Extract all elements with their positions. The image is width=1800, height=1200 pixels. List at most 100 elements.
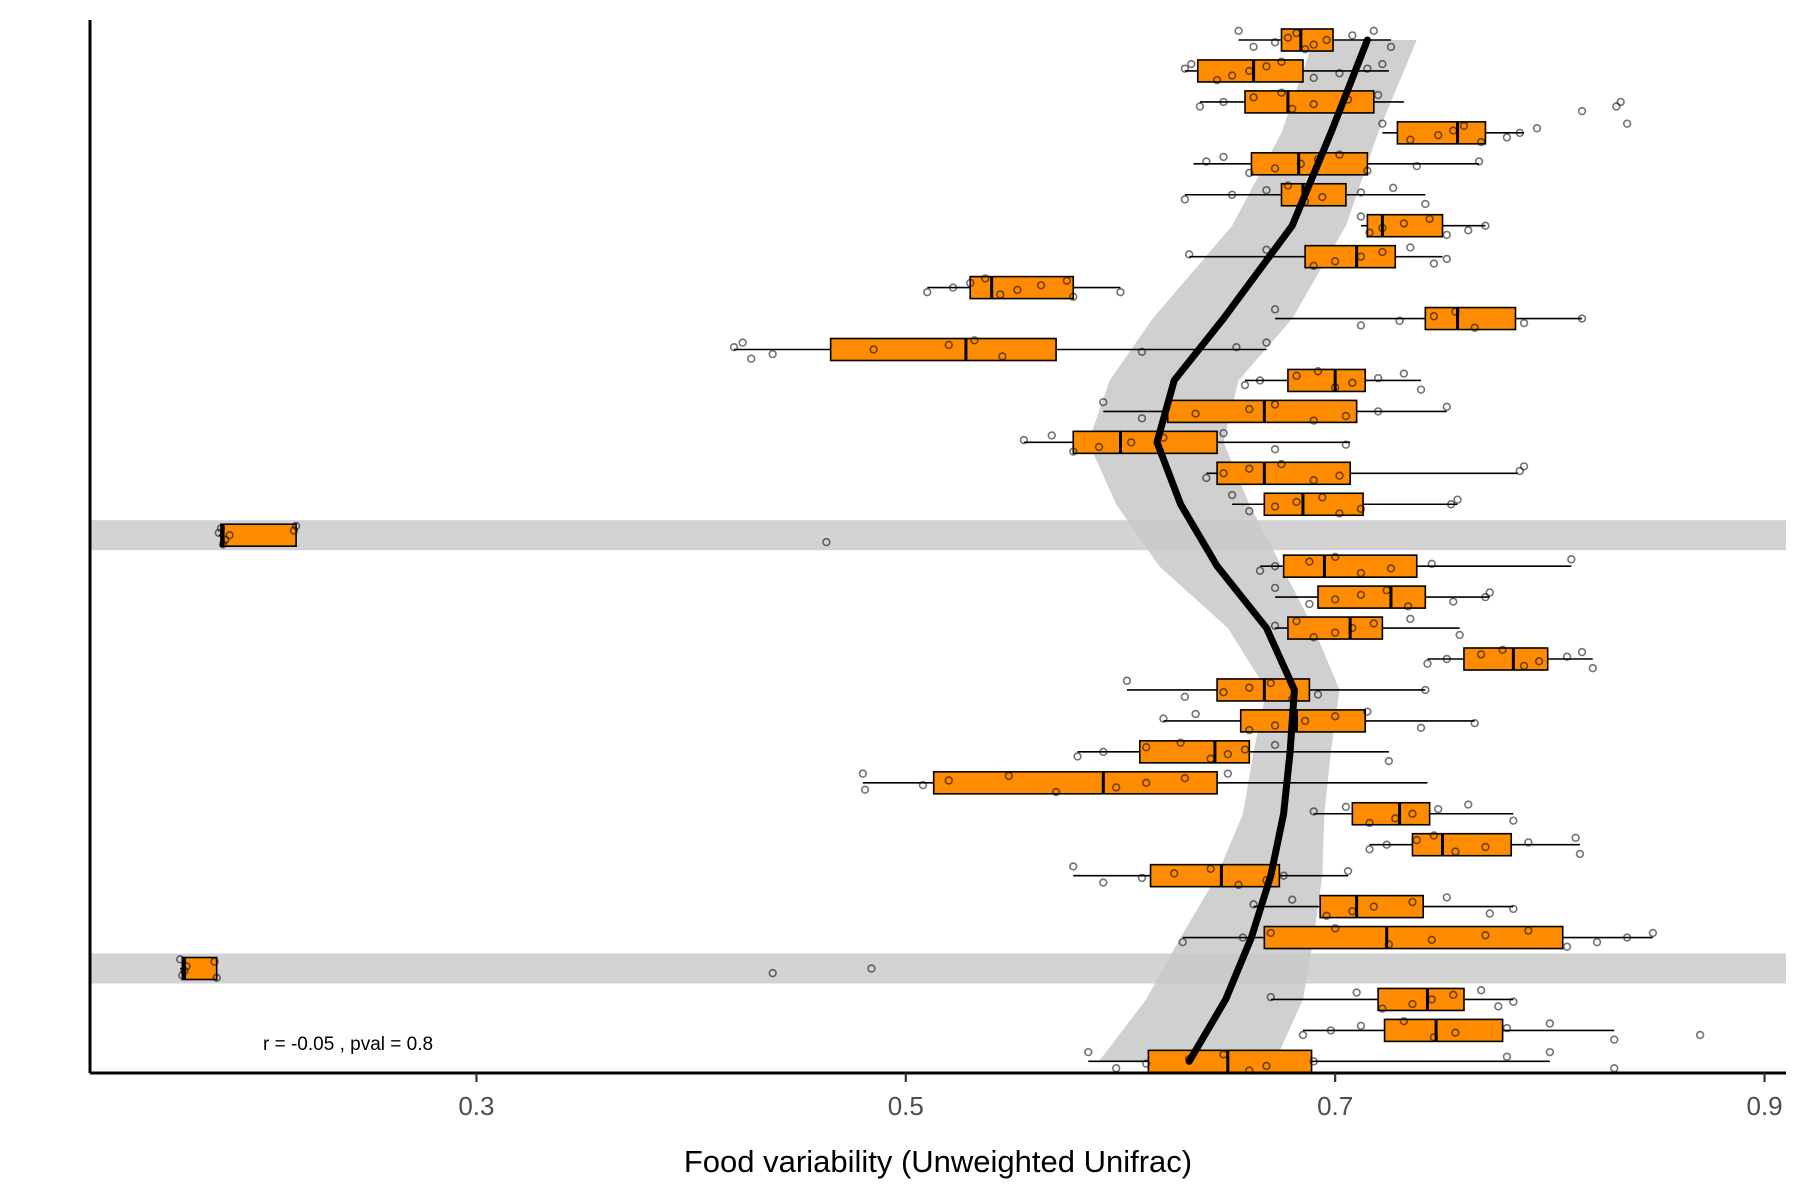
data-point	[1341, 411, 1351, 421]
data-point	[869, 345, 878, 354]
data-point	[1234, 880, 1243, 890]
box-row	[1270, 614, 1464, 642]
data-point	[1695, 1030, 1705, 1040]
data-point	[1270, 38, 1280, 47]
data-point	[1069, 447, 1078, 456]
data-point	[1455, 630, 1464, 640]
data-point	[970, 336, 979, 345]
box-iqr	[1147, 1049, 1313, 1074]
data-point	[1180, 773, 1190, 783]
data-point	[1386, 42, 1396, 52]
data-point	[729, 343, 739, 352]
box-iqr	[1377, 987, 1465, 1012]
box-iqr	[1319, 894, 1424, 919]
data-point	[1571, 833, 1580, 842]
data-point	[1262, 338, 1271, 347]
data-point	[1051, 787, 1061, 797]
data-point	[1249, 900, 1258, 909]
data-point	[1137, 347, 1147, 356]
data-point	[1176, 738, 1185, 747]
data-point	[1470, 718, 1479, 728]
data-point	[1408, 999, 1417, 1009]
data-point	[1277, 88, 1286, 97]
data-point	[1532, 124, 1542, 133]
data-point	[923, 288, 932, 297]
box-row	[214, 521, 831, 549]
data-point	[1412, 835, 1421, 845]
data-point	[1330, 924, 1340, 933]
data-point	[1464, 226, 1473, 235]
data-point	[1434, 804, 1443, 814]
data-point	[1416, 385, 1426, 394]
data-point	[1069, 292, 1078, 301]
data-point	[1363, 707, 1372, 716]
box-iqr	[1304, 244, 1397, 269]
data-point	[1245, 404, 1254, 414]
data-point	[1356, 212, 1366, 221]
data-point	[1262, 245, 1271, 254]
box-row	[858, 769, 1428, 797]
data-point	[225, 530, 234, 540]
data-point	[1062, 276, 1072, 285]
data-point	[1373, 407, 1383, 416]
data-point	[1195, 102, 1205, 111]
data-point	[1610, 1035, 1619, 1044]
data-point	[1013, 285, 1022, 295]
data-point	[1464, 800, 1473, 809]
data-point	[1122, 676, 1132, 685]
data-point	[1449, 126, 1458, 135]
box-iqr	[1263, 925, 1564, 950]
box-row	[1099, 398, 1452, 425]
x-tick-label: 0.5	[888, 1091, 924, 1121]
data-point	[1335, 150, 1344, 159]
data-point	[180, 966, 189, 975]
data-point	[1592, 937, 1602, 947]
box-iqr	[829, 337, 1057, 362]
data-point	[1515, 466, 1524, 476]
data-point	[1270, 400, 1280, 409]
box-iqr	[969, 275, 1075, 300]
data-point	[1343, 866, 1353, 876]
data-point	[1449, 597, 1458, 606]
smooth-confidence-band	[1088, 40, 1417, 1062]
data-point	[1330, 712, 1340, 721]
data-point	[944, 776, 953, 785]
data-point	[1219, 428, 1228, 438]
box-iqr	[1317, 585, 1427, 609]
data-point	[1202, 473, 1211, 483]
highlight-bands	[90, 520, 1786, 984]
box-row	[729, 336, 1271, 363]
data-point	[1270, 445, 1280, 454]
data-point	[768, 349, 777, 359]
data-point	[1519, 318, 1529, 328]
data-point	[1427, 935, 1436, 945]
data-point	[948, 283, 958, 292]
data-point	[1111, 1064, 1121, 1073]
data-point	[1406, 614, 1415, 624]
data-point	[981, 274, 990, 283]
data-point	[1399, 369, 1409, 378]
box-iqr	[1139, 740, 1251, 764]
data-point	[1509, 816, 1518, 825]
data-point	[1363, 64, 1372, 73]
data-point	[1481, 221, 1490, 230]
data-point	[1427, 995, 1436, 1004]
x-axis-title: Food variability (Unweighted Unifrac)	[684, 1144, 1192, 1179]
box-row	[1178, 924, 1658, 951]
data-point	[1429, 259, 1439, 268]
data-point	[1562, 652, 1572, 661]
data-point	[1524, 926, 1533, 935]
data-point	[1266, 928, 1275, 938]
data-point	[1406, 243, 1415, 252]
data-point	[1292, 371, 1301, 381]
data-point	[1348, 31, 1357, 40]
box-row	[1159, 707, 1479, 735]
box-row	[1193, 150, 1484, 178]
box-row	[1019, 428, 1351, 456]
data-point	[1423, 659, 1432, 668]
data-point	[1399, 1016, 1409, 1026]
data-point	[1502, 1052, 1512, 1061]
data-point	[1245, 725, 1254, 735]
data-point	[1169, 869, 1179, 878]
data-point	[1622, 933, 1632, 942]
